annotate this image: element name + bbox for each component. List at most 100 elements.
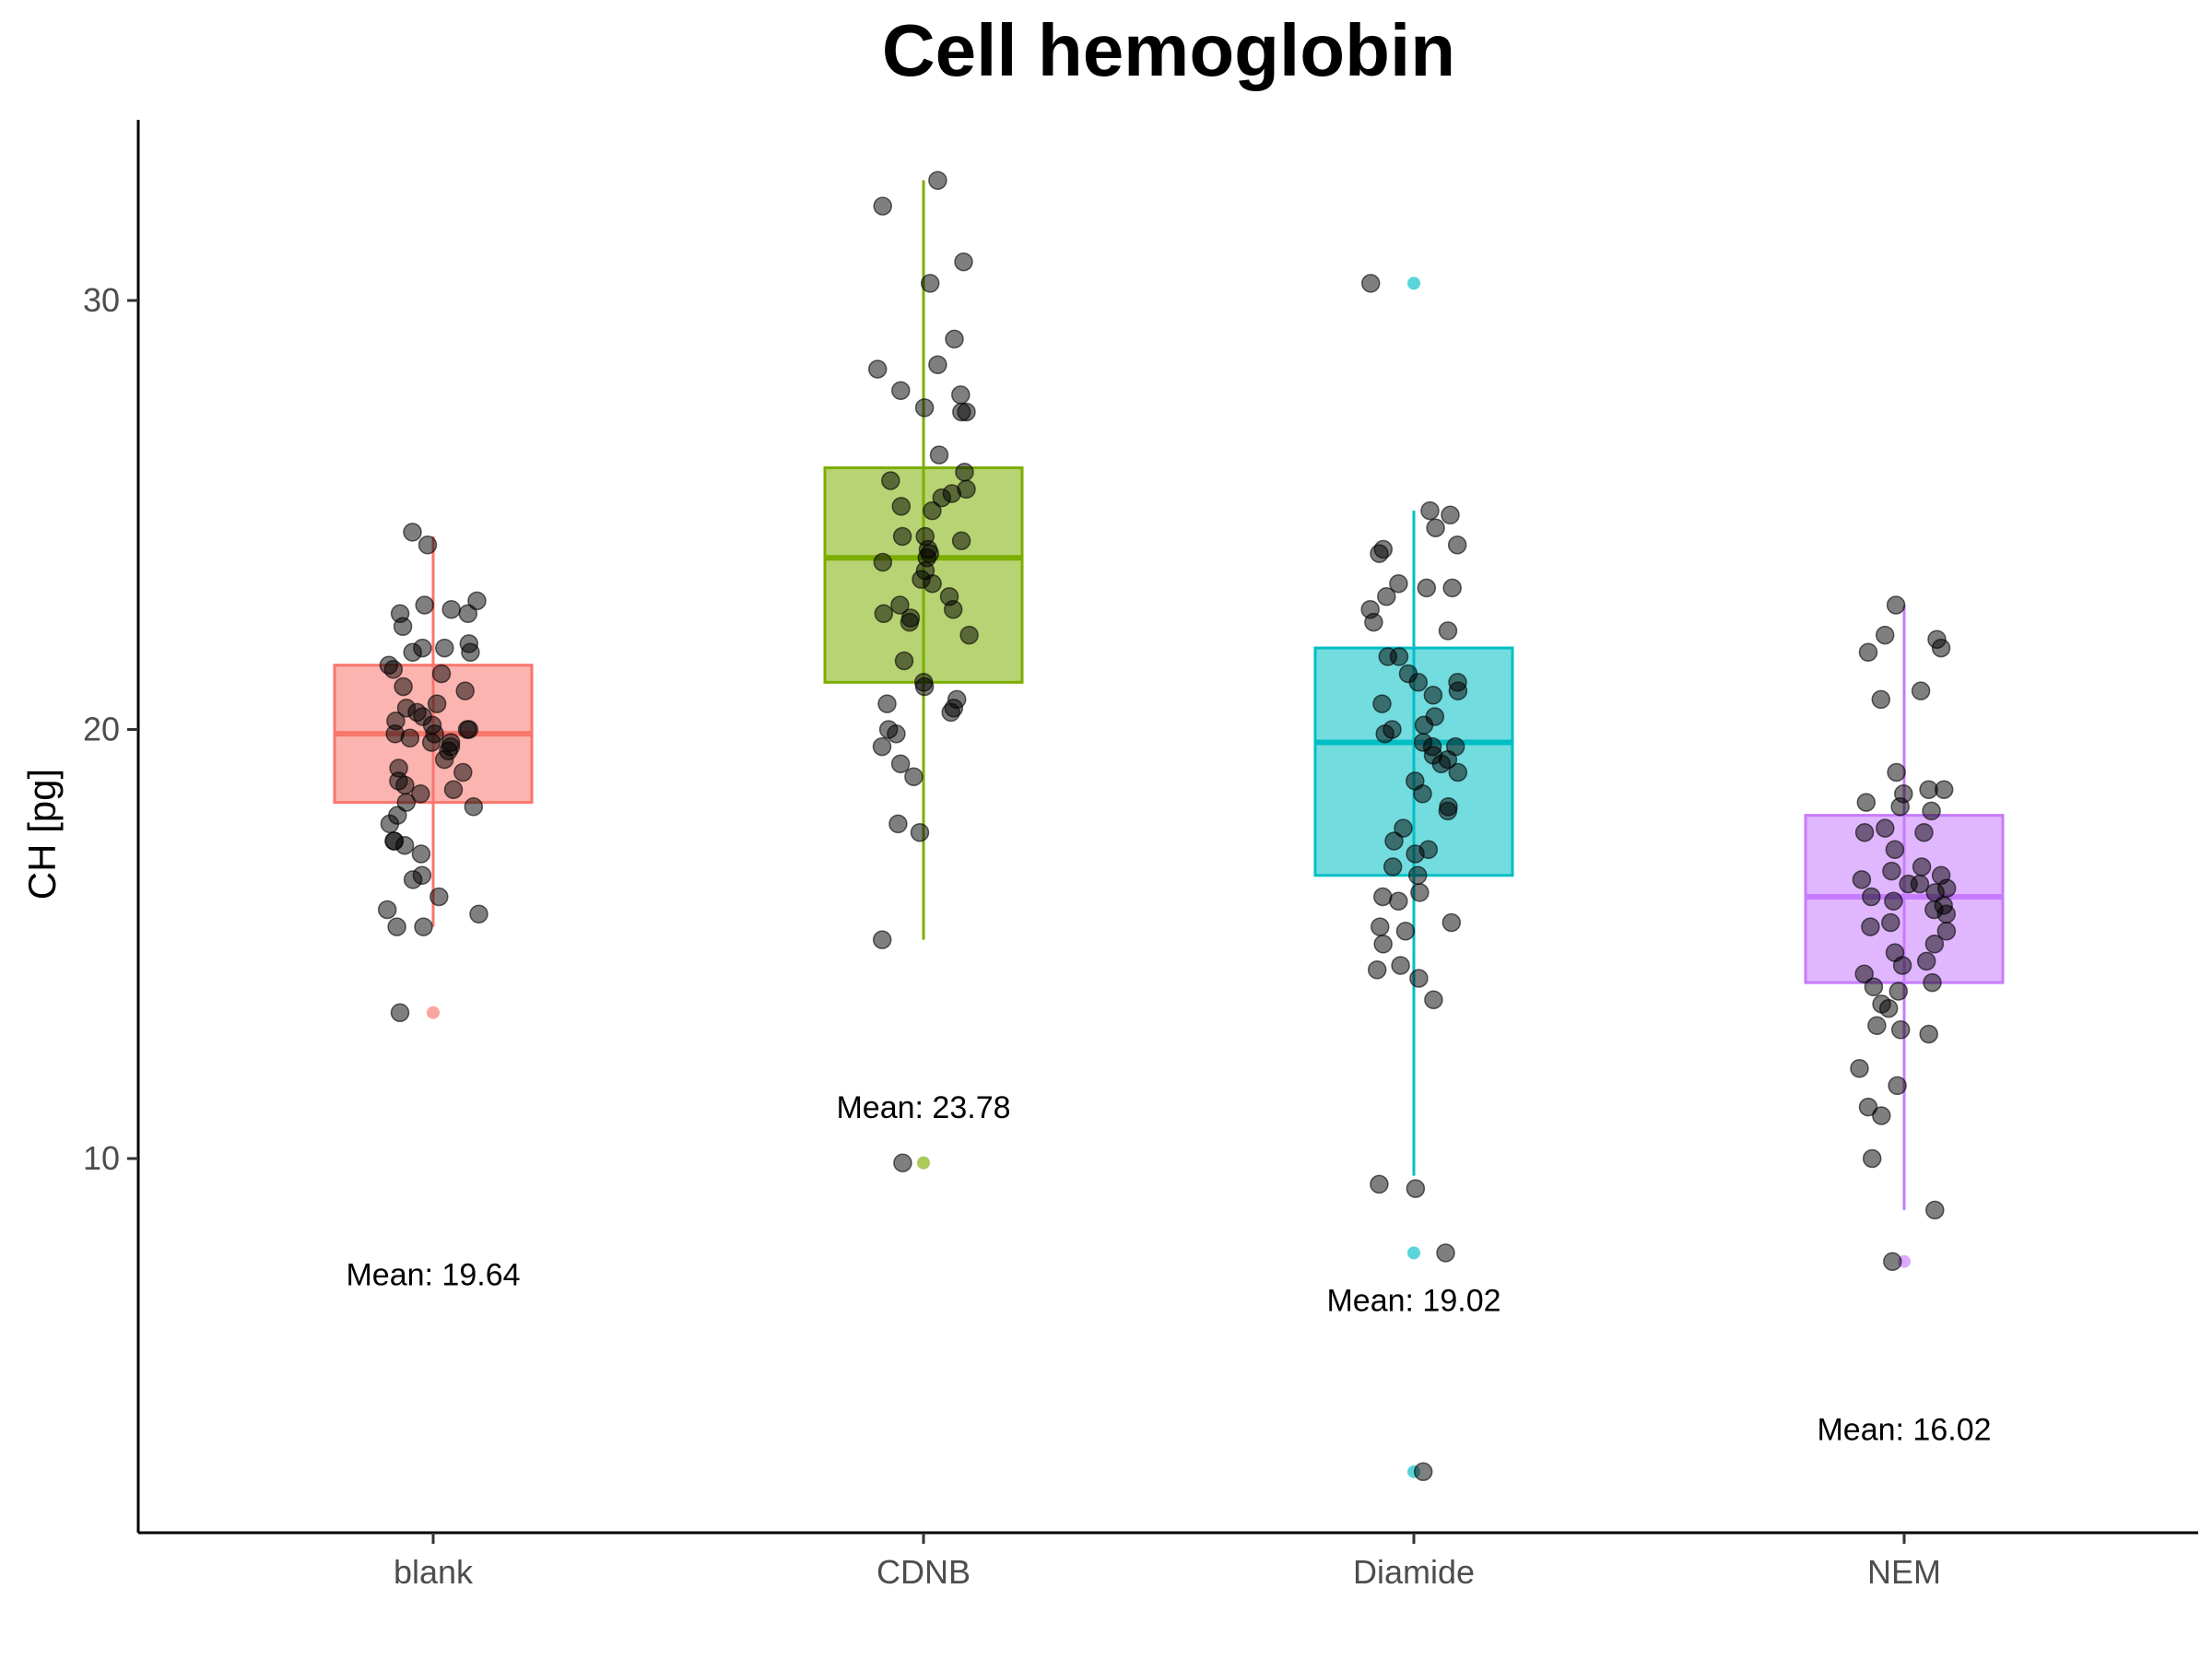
data-point [928,171,947,190]
data-point [1406,844,1425,864]
data-point [1856,793,1877,812]
data-point [890,595,910,615]
data-point [1406,1179,1426,1198]
box-group-cdnb: Mean: 23.78 [823,171,1024,1172]
data-point [1922,801,1941,821]
data-point [380,814,400,834]
data-point [951,385,971,405]
data-point [1436,1243,1455,1263]
data-point [435,638,454,658]
data-point [1417,578,1437,598]
data-point [411,784,430,804]
data-point [429,887,449,907]
data-point [1370,1174,1389,1194]
data-point [892,526,912,547]
data-point [1890,797,1910,817]
data-point [941,702,960,723]
data-point [932,488,952,508]
data-point [910,822,930,842]
data-point [873,552,893,572]
data-point [1389,891,1408,911]
data-point [396,793,417,812]
data-point [1854,964,1874,984]
mean-label: Mean: 16.02 [1817,1412,1991,1447]
data-point [1881,912,1900,933]
box-group-blank: Mean: 19.64 [333,523,534,1293]
data-point [387,917,406,936]
data-point [914,398,935,418]
data-point [1448,762,1468,782]
data-point [1391,956,1410,975]
data-point [1876,818,1895,838]
data-point [1377,586,1396,606]
data-point [1888,982,1909,1001]
data-point [893,1153,912,1172]
data-point [1370,544,1389,563]
data-point [867,359,888,379]
x-tick-label: Diamide [1353,1553,1475,1591]
data-point [421,733,441,752]
data-point [1850,1058,1869,1078]
data-point [1426,518,1445,537]
data-point [411,844,431,864]
data-point [1892,956,1912,975]
data-point [400,728,420,748]
data-point [1886,595,1906,615]
data-point [427,694,447,713]
data-point [467,591,487,611]
data-point [1864,977,1884,997]
data-point [1884,891,1903,911]
data-point [1438,621,1458,641]
data-point [443,780,464,799]
data-point [900,612,920,632]
data-point [1871,689,1891,710]
mean-label: Mean: 19.02 [1326,1284,1500,1319]
data-point [1389,647,1409,666]
data-point [887,724,906,744]
data-point [383,660,404,679]
data-point [1394,818,1413,838]
data-point [1389,573,1408,594]
data-point [390,1003,410,1022]
data-point [377,900,397,920]
y-axis-title: CH [pg] [20,769,64,900]
data-point [1407,865,1428,886]
data-point [1883,1252,1902,1271]
data-point [1371,917,1390,936]
data-point [459,720,479,739]
data-point [1373,887,1393,907]
x-tick-label: CDNB [877,1553,971,1591]
data-point [1861,917,1880,936]
data-point [881,471,900,490]
data-point [1413,1462,1433,1482]
data-point [403,642,422,662]
data-point [394,835,415,855]
data-point [1858,642,1878,662]
data-point [1882,861,1901,881]
data-point [1448,681,1468,700]
data-point [914,677,935,697]
data-point [1936,922,1957,941]
data-point [923,573,942,594]
data-point [888,814,908,834]
data-point [1858,1097,1878,1117]
mean-label: Mean: 19.64 [346,1258,520,1293]
data-point [458,604,478,624]
data-point [394,677,413,697]
data-point [441,599,461,619]
data-point [1862,1148,1882,1169]
data-point [873,196,892,216]
data-point [464,797,484,817]
data-point [1911,681,1931,700]
data-point [877,694,897,713]
data-point [1916,951,1936,971]
mean-label: Mean: 23.78 [836,1090,1010,1125]
box-group-diamide: Mean: 19.02 [1313,274,1514,1482]
data-point [1862,887,1881,907]
x-tick-label: NEM [1867,1553,1941,1591]
data-point [1914,822,1934,842]
data-point [1367,959,1387,980]
data-point [891,497,912,516]
data-point [1872,1106,1891,1125]
data-point [1423,686,1443,705]
